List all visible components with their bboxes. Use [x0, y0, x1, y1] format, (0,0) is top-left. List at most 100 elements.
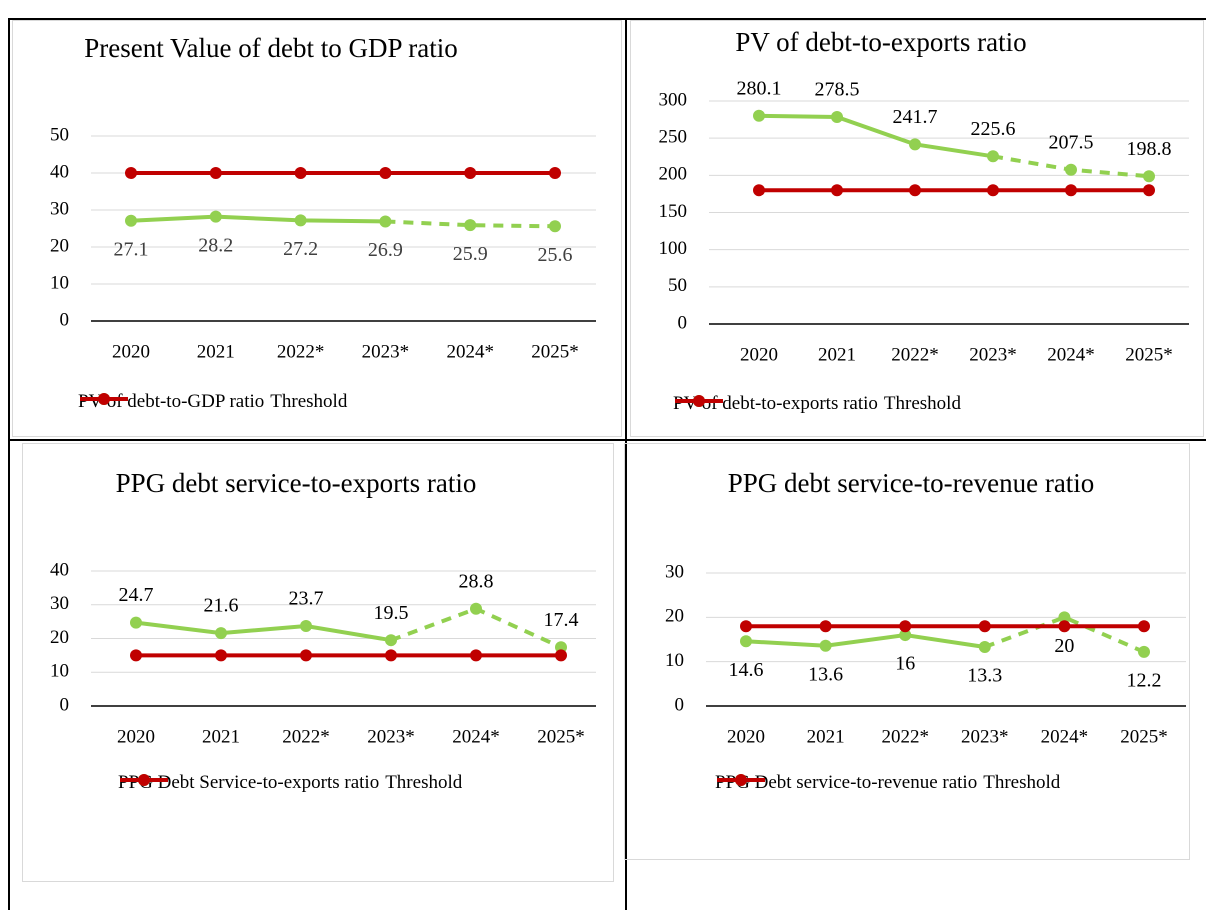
- marker: [1065, 163, 1077, 176]
- y-tick-label: 20: [50, 235, 69, 256]
- table-border: [8, 18, 10, 910]
- y-tick-label: 20: [665, 606, 684, 627]
- legend-swatch: [675, 395, 723, 407]
- y-tick-label: 0: [678, 312, 688, 333]
- data-label: 225.6: [971, 118, 1016, 140]
- y-tick-label: 10: [665, 650, 684, 671]
- x-tick-label: 2020: [740, 344, 778, 365]
- marker: [215, 649, 227, 662]
- data-label: 19.5: [374, 602, 409, 624]
- marker: [470, 649, 482, 662]
- series-line: [130, 214, 386, 224]
- table-border: [8, 439, 1206, 441]
- legend-swatch: [80, 393, 128, 405]
- legend-item: Threshold: [80, 391, 347, 413]
- x-tick-label: 2023*: [961, 726, 1009, 747]
- y-tick-label: 10: [50, 272, 69, 293]
- marker: [555, 649, 567, 662]
- data-label: 17.4: [544, 609, 579, 631]
- table-border: [8, 18, 1206, 20]
- legend-label: Threshold: [385, 772, 463, 793]
- marker: [1065, 184, 1077, 197]
- x-tick-label: 2020: [727, 726, 765, 747]
- y-tick-label: 0: [675, 694, 685, 715]
- data-label: 24.7: [119, 584, 154, 606]
- data-label: 12.2: [1127, 670, 1162, 692]
- marker: [740, 635, 752, 648]
- legend: PPG Debt Service-to-exports ratio Thresho…: [118, 772, 558, 794]
- legend-label: Threshold: [983, 772, 1061, 793]
- marker: [379, 167, 392, 179]
- marker: [1138, 645, 1150, 658]
- x-tick-label: 2022*: [282, 726, 330, 747]
- y-tick-label: 30: [50, 198, 69, 219]
- marker: [740, 620, 752, 633]
- legend: PPG Debt service-to-revenue ratio Thresho…: [715, 772, 1135, 794]
- x-tick-label: 2022*: [891, 344, 939, 365]
- chart-panel: PPG debt service-to-exports ratio 0 10 20 30…: [22, 443, 614, 882]
- x-tick-label: 2021: [197, 341, 235, 362]
- data-label: 21.6: [204, 595, 239, 617]
- marker: [819, 639, 832, 652]
- marker: [125, 167, 137, 179]
- marker: [215, 627, 227, 640]
- x-tick-label: 2024*: [452, 726, 500, 747]
- x-tick-label: 2022*: [277, 341, 325, 362]
- y-tick-label: 50: [50, 124, 69, 145]
- legend-item: Threshold: [717, 772, 1061, 794]
- x-tick-label: 2024*: [1047, 344, 1095, 365]
- series-line: [745, 633, 986, 650]
- chart-title: PPG debt service-to-exports ratio: [115, 468, 477, 498]
- legend-marker: [138, 774, 150, 786]
- x-tick-label: 2023*: [969, 344, 1017, 365]
- chart: 0 10 20 30 2020 2021 2022* 2023* 2024* 2025* 14.6 1…: [665, 561, 1186, 747]
- legend-marker: [98, 393, 110, 405]
- marker: [379, 215, 392, 228]
- legend-swatch: [120, 774, 168, 786]
- chart: 0 50 100 150 200 250 300 2020 2021 2022* 2023* 2024…: [659, 77, 1189, 365]
- marker: [753, 109, 765, 122]
- y-tick-label: 30: [50, 593, 69, 614]
- x-tick-label: 2024*: [1041, 726, 1089, 747]
- chart-panel: PV of debt-to-exports ratio 0 50 100 150 200 2…: [630, 20, 1204, 437]
- y-tick-label: 300: [659, 89, 688, 110]
- marker: [978, 620, 991, 633]
- marker: [549, 167, 561, 179]
- marker: [385, 634, 397, 647]
- marker: [819, 620, 832, 633]
- legend: PV of debt-to-exports ratio Threshold: [673, 393, 1206, 415]
- x-tick-label: 2025*: [537, 726, 585, 747]
- data-label: 27.2: [283, 238, 318, 260]
- legend-marker: [735, 774, 747, 786]
- x-tick-label: 2021: [202, 726, 240, 747]
- data-label: 278.5: [815, 79, 860, 101]
- y-tick-label: 40: [50, 559, 69, 580]
- data-label: 23.7: [289, 588, 324, 610]
- series-line: [758, 113, 994, 159]
- legend-marker: [693, 395, 705, 407]
- table-border: [625, 18, 627, 910]
- x-tick-label: 2024*: [446, 341, 494, 362]
- data-label: 26.9: [368, 239, 403, 261]
- legend-item: Threshold: [120, 772, 463, 794]
- x-tick-label: 2023*: [362, 341, 410, 362]
- series-line: [135, 620, 392, 643]
- marker: [987, 184, 999, 197]
- x-tick-label: 2020: [112, 341, 150, 362]
- marker: [464, 167, 477, 179]
- y-tick-label: 0: [60, 694, 70, 715]
- legend-label: PPG Debt service-to-revenue ratio: [715, 772, 978, 793]
- marker: [1138, 620, 1150, 633]
- chart-panel: PPG debt service-to-revenue ratio 0 10 20 30…: [624, 443, 1190, 860]
- data-label: 20: [1054, 635, 1074, 657]
- marker: [549, 220, 561, 233]
- chart-title: PPG debt service-to-revenue ratio: [727, 468, 1095, 498]
- marker: [470, 602, 482, 615]
- chart-panel: Present Value of debt to GDP ratio 0 10 20 3…: [12, 20, 622, 437]
- data-label: 198.8: [1127, 138, 1172, 160]
- data-label: 27.1: [114, 238, 149, 260]
- y-tick-label: 40: [50, 161, 69, 182]
- legend-label: PPG Debt Service-to-exports ratio: [118, 772, 380, 793]
- marker: [831, 110, 843, 123]
- marker: [464, 219, 477, 232]
